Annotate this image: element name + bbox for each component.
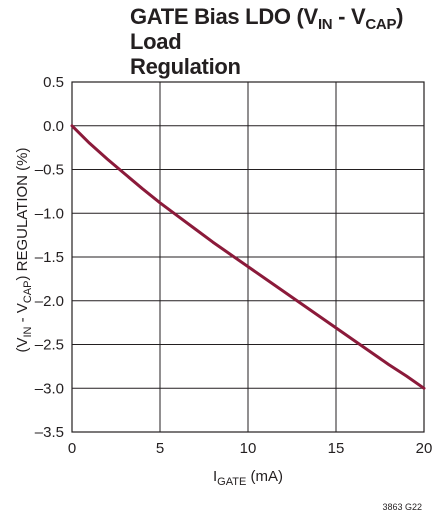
chart-title: GATE Bias LDO (VIN - VCAP) Load Regulati… bbox=[130, 4, 430, 79]
x-tick-label: 15 bbox=[328, 440, 345, 457]
chart-title-line1: GATE Bias LDO (VIN - VCAP) Load bbox=[130, 4, 404, 54]
y-tick-label: –1.5 bbox=[35, 249, 64, 266]
figure-id: 3863 G22 bbox=[382, 502, 422, 512]
y-tick-label: –2.5 bbox=[35, 337, 64, 354]
x-axis-label: IGATE (mA) bbox=[213, 468, 283, 488]
plot-frame bbox=[71, 81, 425, 433]
series-layer bbox=[70, 124, 426, 390]
y-tick-label: –0.5 bbox=[35, 162, 64, 179]
x-tick-label: 20 bbox=[416, 440, 433, 457]
chart-title-line2: Regulation bbox=[130, 54, 241, 79]
x-tick-label: 10 bbox=[240, 440, 257, 457]
y-tick-labels: 0.5 0.0 –0.5 –1.0 –1.5 –2.0 –2.5 –3.0 –3.5 bbox=[35, 74, 64, 441]
y-tick-label: –3.0 bbox=[35, 380, 64, 397]
y-tick-label: 0.5 bbox=[43, 74, 64, 91]
x-tick-label: 0 bbox=[68, 440, 76, 457]
series-line bbox=[70, 124, 426, 390]
x-tick-label: 5 bbox=[156, 440, 164, 457]
x-tick-labels: 0 5 10 15 20 bbox=[68, 440, 433, 457]
grid-lines bbox=[72, 82, 424, 432]
y-axis-label: (VIN - VCAP) REGULATION (%) bbox=[14, 147, 34, 352]
y-tick-label: 0.0 bbox=[43, 118, 64, 135]
y-tick-label: –3.5 bbox=[35, 424, 64, 441]
y-tick-label: –1.0 bbox=[35, 205, 64, 222]
y-tick-label: –2.0 bbox=[35, 293, 64, 310]
